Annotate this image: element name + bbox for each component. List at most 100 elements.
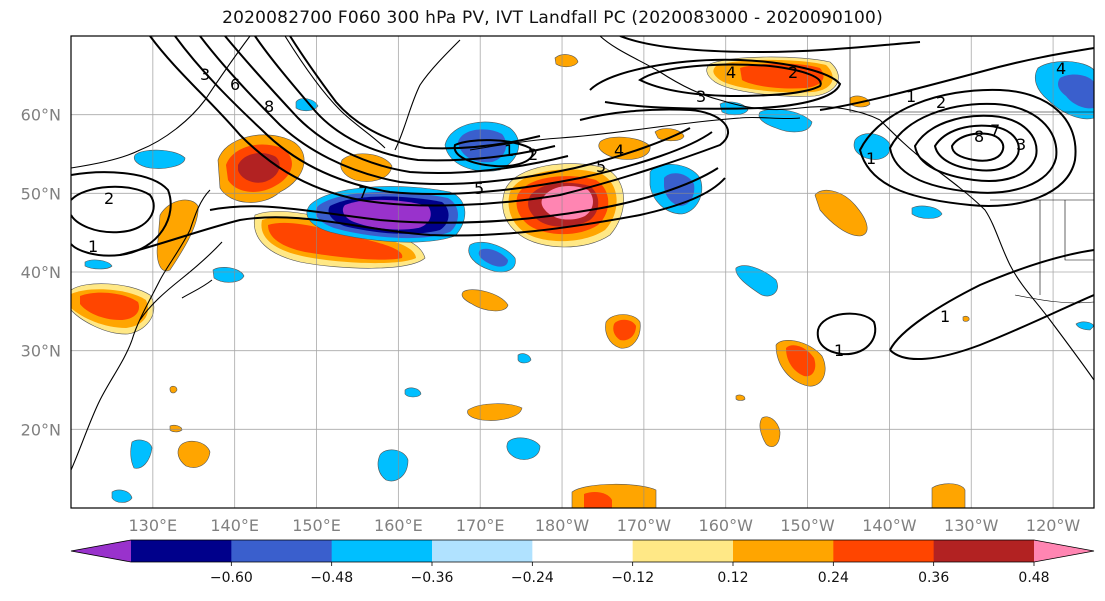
contour-label: 1 [504, 141, 514, 160]
pos-anomaly-tiny-2 [169, 424, 183, 433]
colorbar-segment [231, 540, 333, 562]
contour-trough-low2 [209, 167, 719, 224]
x-tick-label: 160°W [699, 516, 754, 535]
contour-gulf-low-2 [888, 102, 1058, 194]
pos-anomaly-tropics-2 [931, 483, 966, 508]
colorbar-tick-label: −0.48 [310, 570, 353, 586]
contour-label: 8 [974, 127, 984, 146]
y-axis-labels: 20°N 30°N 40°N 50°N 60°N [21, 106, 61, 440]
x-axis-labels: 130°E 140°E 150°E 160°E 170°E 180°W 170°W 160°W… [129, 516, 1081, 535]
contour-west-2 [71, 185, 155, 234]
contour-label: 5 [596, 157, 606, 176]
contour-ridge-arctic-3 [619, 36, 921, 54]
contour-gulf-low-3 [913, 114, 1038, 182]
contour-trough-low [119, 177, 726, 256]
pos-anomaly-subtrop-4 [467, 403, 523, 421]
contour-label: 1 [940, 307, 950, 326]
contour-label: 4 [614, 141, 624, 160]
contour-label: 6 [230, 75, 240, 94]
neg-anomaly-subtrop-2 [506, 437, 541, 460]
neg-anomaly-subtrop-3 [377, 449, 409, 482]
x-tick-label: 170°E [456, 516, 505, 535]
plot-frame [70, 35, 1095, 509]
coast-alaska [599, 36, 881, 121]
x-tick-label: 150°W [780, 516, 835, 535]
coastlines [71, 36, 1094, 471]
contour-label: 1 [88, 237, 98, 256]
y-tick-label: 50°N [21, 184, 61, 203]
y-tick-label: 60°N [21, 106, 61, 125]
pos-anomaly-kuril-inner [268, 222, 403, 260]
colorbar-tick-label: 0.12 [717, 570, 748, 586]
colorbar-extend-low [71, 540, 131, 562]
neg-anomaly-subtrop-4 [130, 439, 153, 469]
neg-anomaly-yellow-sea [212, 267, 245, 283]
contour-label: 7 [990, 121, 1000, 140]
y-tick-label: 20°N [21, 420, 61, 439]
pos-anomaly-tiny-1 [169, 385, 178, 394]
colorbar-tick-label: 0.48 [1018, 570, 1049, 586]
colorbar-tick-label: −0.12 [611, 570, 654, 586]
chart-title: 2020082700 F060 300 hPa PV, IVT Landfall… [222, 8, 883, 28]
contour-ne-ridge [819, 47, 1094, 111]
neg-anomaly-tiny-1 [404, 387, 422, 398]
colorbar-tick-label: 0.24 [818, 570, 849, 586]
x-tick-label: 150°E [292, 516, 341, 535]
coast-north-america [879, 119, 1094, 381]
grid-lines [71, 36, 1094, 508]
colorbar-tick-label: 0.36 [918, 570, 949, 586]
pos-anomaly-subtrop-1 [461, 289, 509, 312]
contour-label-group: 2 1 3 6 8 7 1 2 5 4 5 4 2 3 1 2 1 8 7 3 … [88, 59, 1066, 360]
contour-closed-low [453, 139, 534, 168]
colorbar-tick-label: −0.60 [210, 570, 253, 586]
x-tick-label: 160°E [374, 516, 423, 535]
pos-anomaly-tropics-1-core [584, 492, 612, 508]
pos-anomaly-alaska-inner [740, 63, 824, 89]
y-tick-label: 30°N [21, 342, 61, 361]
pos-anomaly-korea [156, 199, 199, 272]
contour-trough-3 [149, 36, 730, 207]
x-tick-label: 130°W [944, 516, 999, 535]
contour-label: 2 [528, 145, 538, 164]
contour-label: 3 [200, 65, 210, 84]
pos-anomaly-kamchatka-small [340, 153, 393, 182]
contour-label: 7 [358, 183, 368, 202]
contour-trough-6 [224, 36, 569, 175]
colorbar-segment [833, 540, 935, 562]
contour-label: 2 [788, 63, 798, 82]
pos-anomaly-top-left [554, 54, 579, 68]
colorbar-tick-label: −0.36 [411, 570, 454, 586]
neg-anomaly-small-1-core [478, 248, 508, 267]
colorbar-segment [131, 540, 232, 562]
pos-anomaly-subtrop-2-core [613, 319, 636, 341]
contour-trough-8 [289, 36, 541, 150]
neg-anomaly-tropics-1 [111, 489, 133, 503]
neg-anomaly-tiny-2 [517, 353, 532, 364]
contour-gulf-low-outer [858, 88, 1077, 207]
pos-anomaly-tiny-3 [735, 394, 746, 401]
colorbar-segment [733, 540, 834, 562]
colorbar-segment [331, 540, 433, 562]
x-tick-label: 180°W [535, 516, 590, 535]
colorbar-tick-labels: −0.60 −0.48 −0.36 −0.24 −0.12 0.12 0.24 0.36 0.4… [210, 562, 1050, 586]
neg-anomaly-canada-core [1058, 74, 1094, 109]
contour-west-1 [71, 171, 172, 257]
pos-anomaly-japan-inner [80, 292, 140, 320]
contour-trough-4 [174, 36, 713, 196]
x-tick-label: 140°E [210, 516, 259, 535]
contour-label: 5 [474, 179, 484, 198]
colorbar [70, 539, 1095, 563]
neg-anomaly-subtrop-1 [735, 265, 778, 297]
contour-label: 2 [936, 93, 946, 112]
pos-anomaly-bering [598, 136, 651, 160]
coast-kamchatka [284, 36, 461, 151]
x-tick-label: 140°W [862, 516, 917, 535]
colorbar-tick-label: −0.24 [511, 570, 554, 586]
contour-ridge-arctic-2 [638, 63, 822, 98]
shading-layer [71, 54, 1094, 508]
neg-anomaly-tiny-3 [1075, 321, 1094, 331]
contour-subtrop-ring [816, 312, 877, 356]
colorbar-extend-high [1034, 540, 1094, 562]
colorbar-segment [432, 540, 533, 562]
